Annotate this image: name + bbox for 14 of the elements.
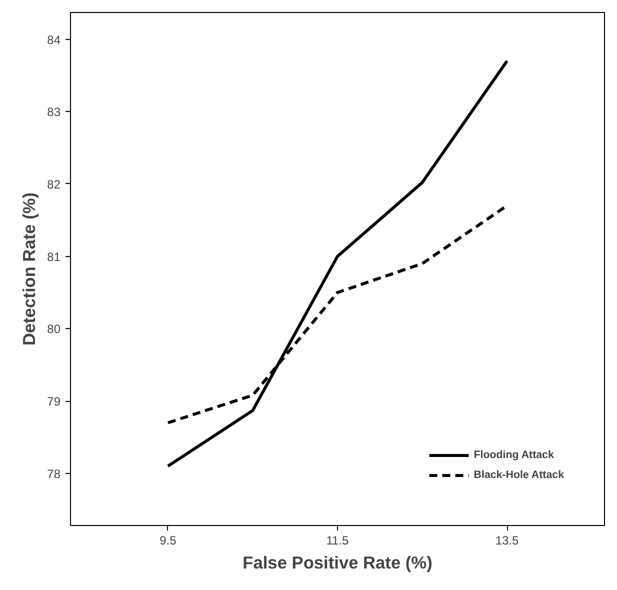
y-tick-label: 78 [47,466,61,481]
y-tick-label: 79 [47,394,61,409]
legend-label: Black-Hole Attack [474,469,564,481]
x-tick-label: 13.5 [495,534,520,548]
x-tick-label: 9.5 [160,534,177,548]
x-axis-title: False Positive Rate (%) [242,552,432,572]
x-tick-label: 11.5 [326,534,350,548]
legend-label: Flooding Attack [474,449,554,461]
y-tick-label: 81 [47,250,61,264]
y-tick-label: 84 [47,32,61,47]
y-axis-title: Detection Rate (%) [19,192,40,346]
y-tick-label: 82 [47,177,61,192]
y-tick-label: 80 [47,322,61,336]
y-tick-label: 83 [47,105,61,120]
